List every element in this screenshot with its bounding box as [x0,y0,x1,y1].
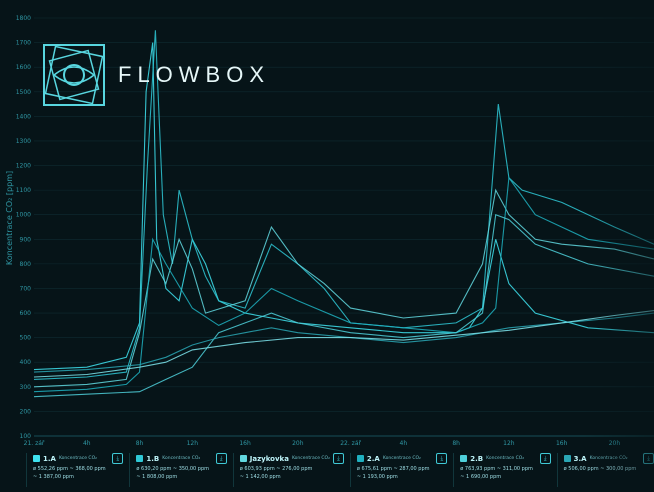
x-tick-label: 16h [556,440,568,447]
x-tick-label: 16h [239,440,251,447]
series-legend: 1.A Koncentrace CO₂ ⤓ ø 552,26 ppm ~ 368,00… [26,453,654,492]
export-icon[interactable]: ⤓ [332,453,344,464]
export-icon[interactable]: ⤓ [436,453,448,464]
legend-max-line: ~ 1 387,00 ppm [33,474,74,480]
x-tick-label: 20h [292,440,304,447]
y-tick-label: 1400 [16,113,31,120]
y-tick-label: 200 [20,408,32,415]
y-tick-label: 1200 [16,163,31,170]
legend-series-name: 1.B [146,454,160,463]
x-tick-label: 4h [83,440,91,447]
y-tick-label: 1600 [16,64,31,71]
legend-stats-line: ø 630,20 ppm ~ 350,00 ppm [136,466,209,472]
x-tick-label: 8h [452,440,460,447]
y-tick-label: 600 [20,310,32,317]
series-line-6 [33,310,654,378]
series-line-1b [33,30,654,380]
y-tick-label: 1300 [16,138,31,145]
legend-item[interactable]: 1.A Koncentrace CO₂ ⤓ ø 552,26 ppm ~ 368,00… [26,453,124,487]
legend-metric-label: Koncentrace CO₂ [58,456,97,461]
export-icon[interactable]: ⤓ [215,453,227,464]
legend-item[interactable]: Jazykovka Koncentrace CO₂ ⤓ ø 603,93 ppm ~ … [232,453,344,487]
chart-grid [34,17,654,437]
legend-metric-label: Koncentrace CO₂ [162,456,201,461]
legend-metric-label: Koncentrace CO₂ [486,456,525,461]
brand-name: FLOWBOX [118,62,271,87]
y-tick-label: 100 [20,433,32,440]
export-icon[interactable]: ⤓ [112,453,124,464]
series-line-3a [33,312,654,373]
y-tick-label: 1100 [16,187,31,194]
legend-swatch [460,455,468,462]
legend-stats-line: ø 552,26 ppm ~ 368,00 ppm [33,466,106,472]
x-axis-ticks: 21. zář 4h 8h 12h 16h 20h 22. zář 4h 8h 12h 16h 20h [24,435,654,447]
x-tick-label: 21. zář [24,440,45,447]
legend-max-line: ~ 1 690,00 ppm [460,474,502,480]
legend-swatch [239,455,247,462]
x-tick-label: 22. zář [340,440,361,447]
legend-max-line: ~ 1 808,00 ppm [136,474,178,480]
y-axis-label: Koncentrace CO₂ [ppm] [5,171,14,265]
legend-series-name: 3.A [573,454,587,463]
y-tick-label: 500 [20,335,32,342]
legend-series-name: 1.A [43,454,56,463]
legend-metric-label: Koncentrace CO₂ [291,456,330,461]
x-tick-label: 8h [136,440,144,447]
legend-swatch [33,455,40,462]
legend-series-name: 2.B [470,454,484,463]
legend-item[interactable]: 2.A Koncentrace CO₂ ⤓ ø 675,61 ppm ~ 287,00… [349,453,448,487]
x-tick-label: 4h [400,440,408,447]
legend-item[interactable]: 2.B Koncentrace CO₂ ⤓ ø 763,93 ppm ~ 311,00… [453,453,551,487]
legend-metric-label: Koncentrace CO₂ [382,456,421,461]
legend-metric-label: Koncentrace CO₂ [589,456,628,461]
y-axis-ticks: 100 200 300 400 500 600 700 800 900 1000 1100 1200 1… [16,15,31,440]
export-icon[interactable]: ⤓ [643,453,654,464]
y-tick-label: 300 [20,384,32,391]
y-tick-label: 700 [20,285,32,292]
legend-stats-line: ø 506,00 ppm ~ 300,00 ppm [563,466,637,472]
series-lines [33,30,654,398]
export-icon[interactable]: ⤓ [539,453,551,464]
y-tick-label: 400 [20,359,32,366]
x-tick-label: 12h [503,440,515,447]
y-tick-label: 1700 [16,40,31,47]
legend-swatch [356,455,364,462]
y-tick-label: 1800 [16,15,31,22]
legend-series-name: 2.A [366,454,380,463]
y-tick-label: 800 [20,261,32,268]
series-line-2b [33,213,654,398]
y-tick-label: 1000 [16,212,31,219]
x-tick-label: 20h [609,440,621,447]
x-tick-label: 12h [187,440,199,447]
legend-stats-line: ø 675,61 ppm ~ 287,00 ppm [356,466,430,472]
legend-max-line: ~ 1 193,00 ppm [356,474,398,480]
y-tick-label: 900 [20,236,32,243]
legend-stats-line: ø 763,93 ppm ~ 311,00 ppm [460,466,533,472]
y-tick-label: 1500 [16,89,31,96]
legend-series-name: Jazykovka [249,454,289,463]
legend-swatch [136,455,144,462]
legend-item[interactable]: 1.B Koncentrace CO₂ ⤓ ø 630,20 ppm ~ 350,00… [129,453,227,487]
series-line-2a [33,176,654,393]
legend-max-line: ~ 1 142,00 ppm [239,474,281,480]
flowbox-logo-icon [43,44,105,106]
legend-swatch [563,455,571,462]
legend-stats-line: ø 603,93 ppm ~ 276,00 ppm [239,466,313,472]
legend-item[interactable]: 3.A Koncentrace CO₂ ⤓ ø 506,00 ppm ~ 300,00… [556,453,654,487]
